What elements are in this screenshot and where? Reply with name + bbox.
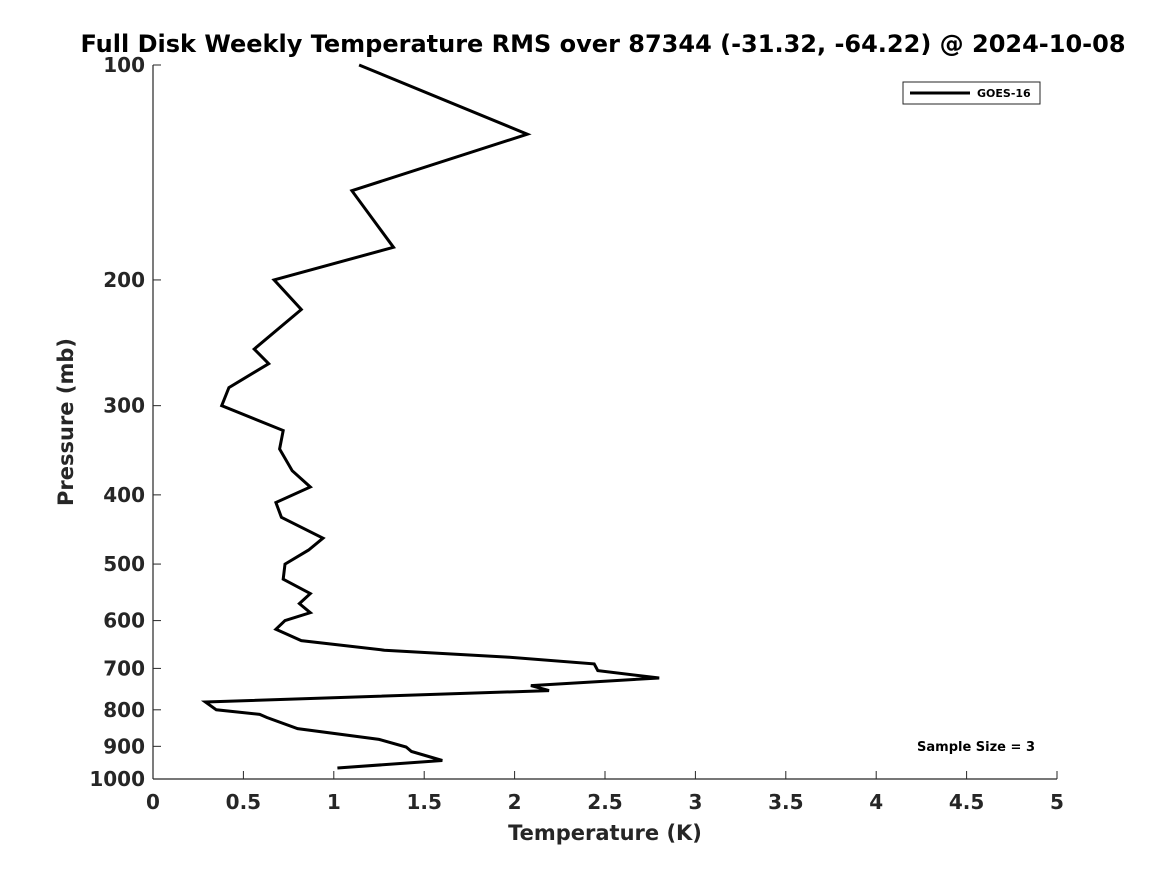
series-layer	[200, 63, 660, 770]
x-tick-label: 2	[508, 790, 522, 814]
series-line-goes-16	[200, 63, 660, 770]
legend-box	[902, 81, 1041, 105]
y-tick-label: 200	[103, 268, 145, 292]
sample-size-annotation: Sample Size = 3	[917, 740, 1035, 755]
y-tick-label: 800	[103, 698, 145, 722]
x-tick-label: 0.5	[226, 790, 261, 814]
x-tick-label: 4	[869, 790, 883, 814]
x-tick-label: 4.5	[949, 790, 984, 814]
x-axis-label: Temperature (K)	[508, 821, 702, 845]
y-ticks: 100 200 300 400 500 600 700 800 900 1000	[89, 53, 161, 791]
y-tick-label: 500	[103, 552, 145, 576]
x-tick-label: 3	[688, 790, 702, 814]
y-tick-label: 300	[103, 394, 145, 418]
x-ticks: 0 0.5 1 1.5 2 2.5 3 3.5 4 4.5 5	[146, 771, 1064, 814]
legend-entry-goes-16: GOES-16	[977, 87, 1031, 100]
y-tick-label: 100	[103, 53, 145, 77]
y-tick-label: 600	[103, 609, 145, 633]
chart-title: Full Disk Weekly Temperature RMS over 87…	[80, 30, 1125, 58]
x-tick-label: 1	[327, 790, 341, 814]
x-tick-label: 1.5	[406, 790, 441, 814]
y-tick-label: 1000	[89, 767, 145, 791]
y-axis-label: Pressure (mb)	[54, 338, 78, 506]
y-tick-label: 400	[103, 483, 145, 507]
x-tick-label: 3.5	[768, 790, 803, 814]
legend: GOES-16	[902, 81, 1041, 105]
y-tick-label: 700	[103, 656, 145, 680]
x-tick-label: 5	[1050, 790, 1064, 814]
x-tick-label: 2.5	[587, 790, 622, 814]
x-tick-label: 0	[146, 790, 160, 814]
y-tick-label: 900	[103, 734, 145, 758]
